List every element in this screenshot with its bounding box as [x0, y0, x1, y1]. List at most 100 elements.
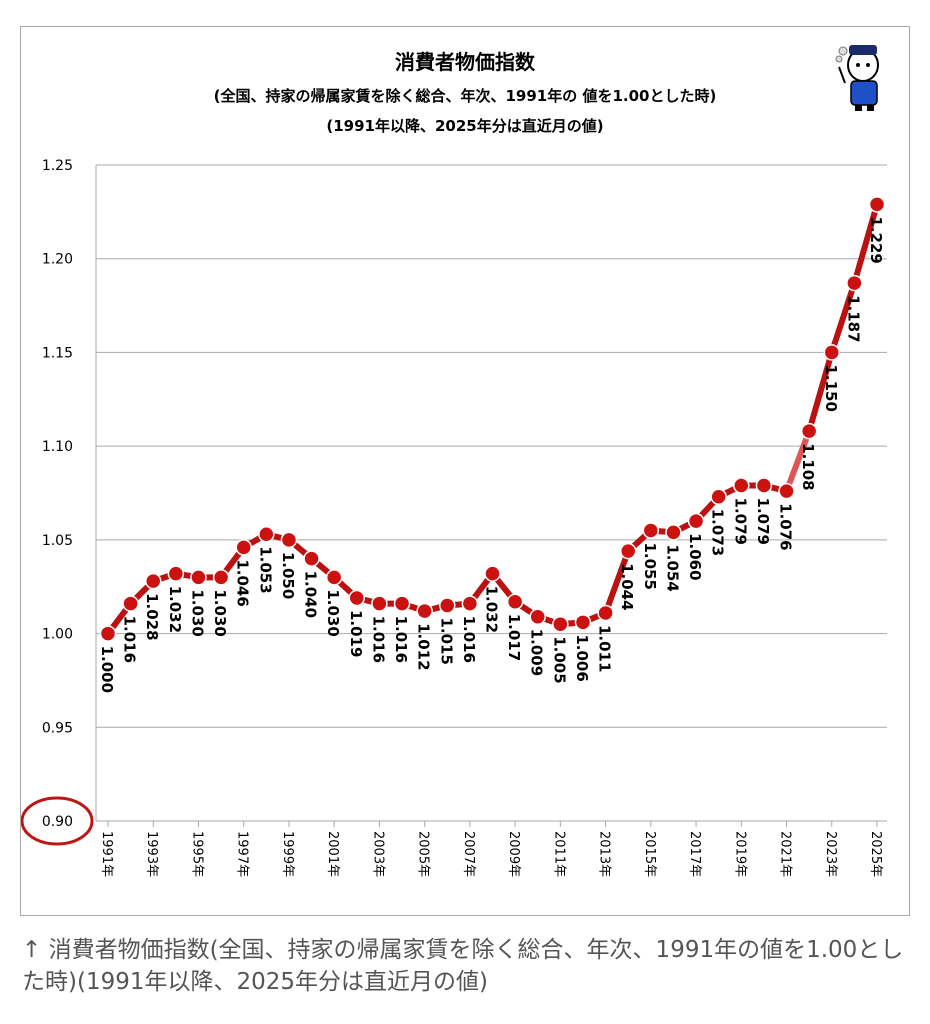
- x-tick-label: 2017年: [687, 831, 702, 877]
- data-label: 1.019: [347, 610, 365, 657]
- data-label: 1.005: [550, 636, 568, 683]
- data-point: [800, 422, 818, 440]
- x-tick-label: 2003年: [370, 831, 385, 877]
- data-label: 1.030: [324, 589, 342, 636]
- data-label: 1.054: [663, 544, 681, 591]
- data-point: [167, 565, 185, 582]
- y-tick-label: 1.00: [42, 627, 73, 643]
- data-point: [484, 565, 501, 582]
- data-point: [393, 595, 411, 612]
- data-label: 1.079: [754, 498, 772, 545]
- data-point: [733, 477, 750, 494]
- data-label: 1.053: [256, 546, 274, 593]
- data-label: 1.050: [279, 552, 297, 599]
- data-label: 1.044: [618, 563, 636, 610]
- y-tick-label: 1.25: [42, 158, 73, 174]
- data-point: [574, 614, 592, 631]
- y-tick-label: 1.20: [42, 252, 73, 268]
- x-tick-label: 1999年: [280, 831, 295, 877]
- data-point: [190, 569, 207, 586]
- figure-caption: ↑ 消費者物価指数(全国、持家の帰属家賃を除く総合、年次、1991年の値を1.0…: [22, 937, 904, 995]
- data-point: [778, 482, 795, 500]
- data-point: [665, 524, 682, 541]
- data-point: [687, 512, 705, 530]
- data-label: 1.016: [460, 616, 478, 663]
- data-point: [823, 344, 841, 361]
- data-point: [868, 196, 886, 213]
- data-label: 1.187: [844, 295, 862, 342]
- data-label: 1.028: [143, 593, 161, 640]
- data-label: 1.016: [121, 616, 139, 663]
- series-line-segment: [828, 280, 858, 356]
- data-label: 1.073: [709, 509, 727, 556]
- data-point: [439, 597, 456, 614]
- y-tick-label: 0.90: [42, 814, 73, 830]
- y-tick-label: 1.15: [42, 345, 73, 361]
- data-point: [122, 595, 139, 612]
- data-label: 1.060: [686, 533, 704, 580]
- data-point: [348, 589, 366, 607]
- data-point: [506, 593, 524, 610]
- data-point: [529, 608, 546, 625]
- data-point: [416, 602, 433, 620]
- data-label: 1.011: [596, 625, 614, 672]
- x-tick-label: 2019年: [732, 831, 747, 877]
- data-point: [597, 604, 614, 622]
- data-label: 1.032: [166, 586, 184, 633]
- x-tick-label: 2007年: [461, 831, 476, 877]
- series-line-segment: [783, 428, 813, 495]
- x-tick-label: 1993年: [144, 831, 159, 877]
- x-tick-label: 2013年: [597, 831, 612, 877]
- data-point: [280, 531, 298, 549]
- data-label: 1.229: [867, 216, 885, 263]
- data-label: 1.000: [98, 646, 116, 693]
- data-point: [552, 615, 569, 633]
- chart-subtitle-2: (1991年以降、2025年分は直近月の値): [326, 117, 603, 135]
- data-label: 1.012: [415, 623, 433, 670]
- data-label: 1.016: [369, 616, 387, 663]
- data-label: 1.076: [777, 503, 795, 550]
- data-point: [371, 595, 388, 612]
- data-point: [755, 477, 773, 494]
- highlight-circle: [21, 796, 94, 846]
- series-line-segment: [851, 201, 880, 287]
- data-label: 1.017: [505, 614, 523, 661]
- line-chart: 消費者物価指数 (全国、持家の帰属家賃を除く総合、年次、1991年の 値を1.0…: [21, 45, 887, 877]
- x-tick-label: 2005年: [416, 831, 431, 877]
- data-label: 1.046: [234, 559, 252, 606]
- data-label: 1.006: [573, 634, 591, 681]
- data-point: [144, 572, 162, 590]
- data-label: 1.040: [302, 571, 320, 618]
- data-point: [846, 274, 863, 292]
- data-label: 1.009: [528, 629, 546, 676]
- data-point: [235, 539, 252, 556]
- data-label: 1.032: [483, 586, 501, 633]
- data-label: 1.015: [437, 617, 455, 664]
- data-label: 1.055: [641, 542, 659, 589]
- x-tick-label: 2021年: [778, 831, 793, 877]
- series-line-segment: [602, 548, 632, 616]
- data-label: 1.150: [822, 364, 840, 411]
- data-point: [710, 488, 727, 505]
- data-label: 1.079: [731, 498, 749, 545]
- series-line-segment: [806, 349, 835, 435]
- x-tick-label: 1991年: [99, 831, 114, 877]
- data-point: [642, 522, 660, 539]
- data-point: [461, 595, 479, 612]
- data-label: 1.016: [392, 616, 410, 663]
- chart-frame: 消費者物価指数 (全国、持家の帰属家賃を除く総合、年次、1991年の 値を1.0…: [20, 26, 910, 916]
- x-tick-label: 1995年: [189, 831, 204, 877]
- y-tick-label: 0.95: [42, 720, 73, 736]
- data-point: [303, 550, 320, 567]
- mascot-character-icon: [835, 45, 879, 111]
- x-tick-label: 2001年: [325, 831, 340, 877]
- chart-subtitle-1: (全国、持家の帰属家賃を除く総合、年次、1991年の 値を1.00とした時): [214, 87, 717, 105]
- data-point: [258, 525, 275, 543]
- x-tick-label: 2009年: [506, 831, 521, 877]
- data-point: [212, 569, 230, 586]
- x-tick-label: 2025年: [868, 831, 883, 877]
- data-label: 1.030: [188, 589, 206, 636]
- data-label: 1.108: [799, 443, 817, 490]
- data-point: [99, 625, 117, 642]
- chart-title: 消費者物価指数: [395, 50, 536, 74]
